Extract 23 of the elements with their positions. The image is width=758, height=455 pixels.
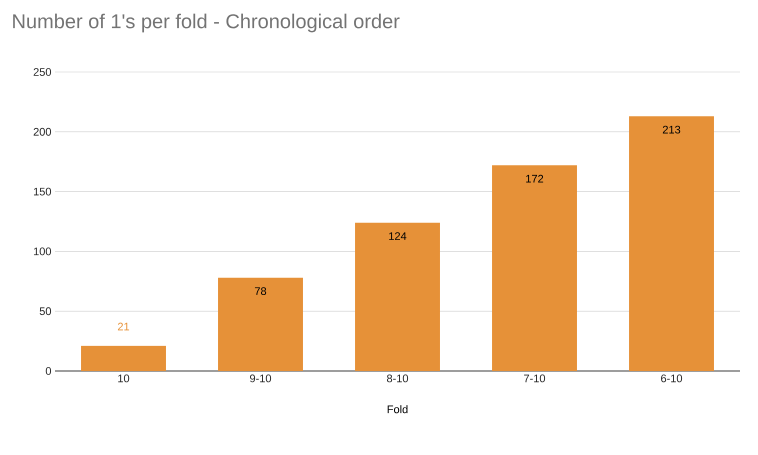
data-label: 172 [526, 174, 544, 182]
x-tick-label: 10 [118, 374, 130, 382]
data-label: 124 [389, 232, 406, 240]
y-tick-label: 250 [34, 68, 52, 76]
x-axis-title: Fold [388, 405, 408, 414]
data-label: 21 [118, 322, 130, 330]
bar [629, 116, 714, 371]
x-tick-label: 7-10 [524, 374, 546, 382]
y-tick-label: 0 [46, 367, 52, 375]
bar [355, 222, 440, 371]
y-tick-label: 150 [34, 188, 52, 196]
data-label: 213 [662, 126, 680, 134]
x-tick-label: 6-10 [661, 374, 682, 382]
x-tick-label: 8-10 [386, 374, 408, 382]
bar [218, 278, 303, 371]
y-tick-label: 50 [40, 307, 52, 316]
data-label: 78 [254, 287, 266, 296]
bar [81, 346, 166, 371]
y-tick-label: 200 [34, 128, 52, 136]
y-tick-label: 100 [34, 247, 52, 256]
bar [492, 165, 577, 371]
x-tick-label: 9-10 [250, 374, 272, 382]
chart-title: Number of 1's per fold - Chronological order [13, 14, 400, 32]
